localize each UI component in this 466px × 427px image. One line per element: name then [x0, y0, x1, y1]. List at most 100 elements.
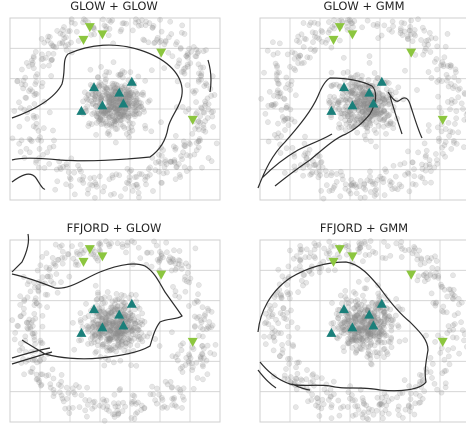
- sample-point: [422, 179, 428, 186]
- sample-point: [60, 398, 67, 405]
- sample-point: [203, 82, 210, 88]
- sample-point: [195, 282, 202, 288]
- sample-point: [119, 116, 125, 123]
- sample-point: [98, 109, 105, 115]
- sample-point: [431, 59, 438, 65]
- sample-point: [302, 133, 308, 140]
- sample-point: [337, 193, 344, 200]
- sample-point: [110, 100, 117, 106]
- sample-point: [32, 81, 39, 88]
- sample-point: [133, 99, 140, 106]
- sample-point: [128, 124, 135, 131]
- sample-point: [135, 73, 142, 80]
- sample-point: [352, 411, 359, 418]
- sample-point: [125, 114, 132, 120]
- sample-point: [77, 241, 84, 248]
- sample-point: [330, 184, 337, 191]
- sample-point: [73, 28, 80, 35]
- sample-point: [428, 179, 434, 186]
- sample-point: [288, 78, 295, 85]
- sample-point: [364, 17, 371, 24]
- sample-point: [109, 113, 116, 119]
- sample-point: [93, 113, 100, 119]
- sample-point: [138, 171, 145, 178]
- sample-point: [99, 111, 106, 118]
- sample-point: [429, 375, 435, 381]
- sample-point: [17, 340, 24, 347]
- sample-point: [301, 140, 308, 147]
- sample-point: [31, 114, 37, 121]
- sample-point: [129, 399, 135, 405]
- sample-point: [318, 405, 325, 412]
- sample-point: [440, 61, 447, 68]
- sample-point: [105, 92, 112, 98]
- sample-point: [175, 257, 182, 263]
- sample-point: [117, 117, 124, 124]
- sample-point: [287, 86, 293, 93]
- sample-point: [168, 384, 175, 391]
- sample-point: [421, 140, 428, 147]
- sample-point: [378, 400, 385, 407]
- sample-point: [198, 319, 205, 326]
- sample-point: [132, 89, 139, 95]
- sample-point: [112, 102, 119, 108]
- sample-point: [113, 98, 119, 104]
- sample-point: [288, 319, 295, 326]
- sample-point: [401, 377, 408, 383]
- sample-point: [104, 108, 111, 115]
- sample-point: [151, 238, 157, 245]
- sample-point: [274, 62, 280, 69]
- sample-point: [35, 284, 42, 291]
- sample-point: [128, 167, 135, 173]
- sample-point: [383, 402, 390, 409]
- sample-point: [405, 402, 412, 409]
- sample-point: [89, 101, 96, 107]
- sample-point: [318, 187, 324, 194]
- sample-point: [36, 164, 42, 171]
- sample-point: [112, 306, 118, 313]
- sample-point: [50, 280, 57, 287]
- sample-point: [355, 278, 362, 285]
- sample-point: [433, 258, 440, 264]
- sample-point: [442, 153, 448, 160]
- sample-point: [200, 48, 207, 55]
- sample-point: [442, 139, 449, 145]
- sample-point: [328, 44, 335, 51]
- sample-point: [461, 144, 466, 150]
- sample-point: [373, 407, 380, 414]
- sample-point: [156, 343, 163, 349]
- sample-point: [119, 20, 126, 27]
- sample-point: [108, 103, 114, 110]
- sample-point: [170, 396, 177, 403]
- sample-point: [383, 168, 389, 175]
- sample-point: [14, 78, 21, 84]
- sample-point: [104, 289, 111, 295]
- sample-point: [319, 38, 325, 45]
- sample-point: [411, 31, 417, 37]
- sample-point: [110, 318, 117, 325]
- sample-point: [338, 321, 345, 328]
- sample-point: [441, 356, 448, 363]
- sample-point: [262, 110, 269, 117]
- sample-point: [140, 106, 147, 113]
- sample-point: [85, 123, 92, 129]
- sample-point: [386, 112, 393, 118]
- sample-point: [117, 96, 123, 103]
- sample-point: [291, 55, 298, 62]
- sample-point: [90, 316, 96, 323]
- sample-point: [311, 19, 318, 26]
- sample-point: [104, 86, 110, 93]
- ring-triangle-marker: [437, 337, 448, 347]
- sample-point: [92, 93, 99, 100]
- sample-point: [114, 107, 120, 113]
- sample-point: [141, 405, 148, 412]
- sample-point: [124, 92, 130, 98]
- sample-point: [156, 168, 162, 175]
- sample-point: [95, 91, 102, 97]
- sample-point: [325, 267, 332, 274]
- sample-point: [199, 304, 206, 311]
- sample-point: [421, 27, 428, 34]
- sample-point: [367, 122, 373, 129]
- sample-point: [287, 355, 293, 362]
- sample-point: [274, 87, 281, 94]
